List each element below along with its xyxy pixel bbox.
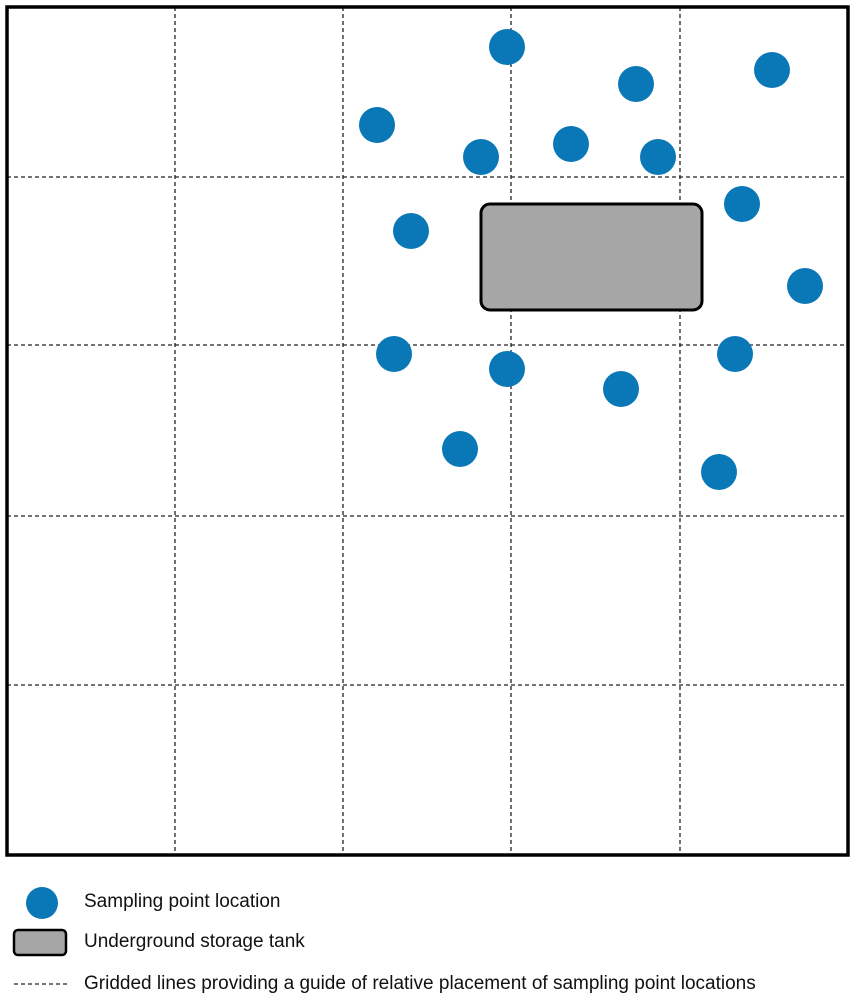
sampling-point	[489, 351, 525, 387]
grid	[7, 7, 848, 855]
sampling-point	[787, 268, 823, 304]
legend-label: Sampling point location	[84, 891, 280, 912]
sampling-point	[359, 107, 395, 143]
site-boundary	[5, 5, 850, 857]
legend-label: Gridded lines providing a guide of relat…	[84, 973, 756, 994]
legend-label: Underground storage tank	[84, 931, 305, 952]
sampling-points	[359, 29, 823, 490]
sampling-point	[393, 213, 429, 249]
sampling-point	[463, 139, 499, 175]
sampling-point	[701, 454, 737, 490]
sampling-point	[376, 336, 412, 372]
legend-tank-icon	[12, 928, 68, 957]
sampling-point	[603, 371, 639, 407]
sampling-point	[553, 126, 589, 162]
sampling-point	[717, 336, 753, 372]
legend: Sampling point location Underground stor…	[12, 887, 756, 994]
sampling-point	[489, 29, 525, 65]
sampling-point	[618, 66, 654, 102]
sampling-point	[754, 52, 790, 88]
sampling-point	[724, 186, 760, 222]
storage-tank	[479, 202, 704, 312]
legend-point-icon	[26, 887, 58, 919]
sampling-point	[640, 139, 676, 175]
sampling-point	[442, 431, 478, 467]
